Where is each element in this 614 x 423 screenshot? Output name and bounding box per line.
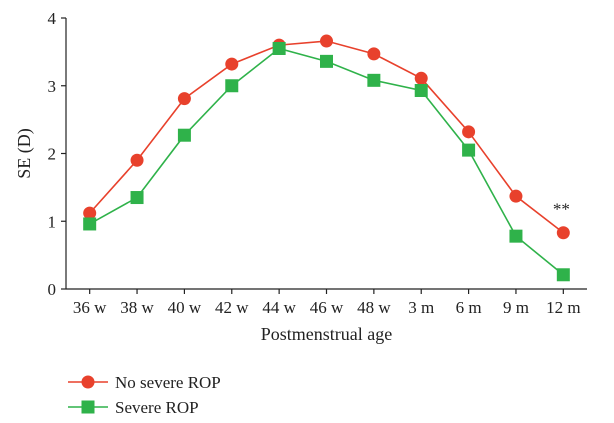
series-line [90, 48, 564, 274]
x-tick-label: 9 m [503, 298, 529, 317]
legend: No severe ROP Severe ROP [68, 373, 221, 417]
legend-label: No severe ROP [115, 373, 221, 392]
data-point [367, 74, 380, 87]
legend-item: No severe ROP [68, 373, 221, 392]
legend-marker [82, 401, 95, 414]
legend-label: Severe ROP [115, 398, 199, 417]
data-point [131, 191, 144, 204]
y-tick-label: 1 [48, 212, 57, 231]
x-tick-label: 46 w [310, 298, 344, 317]
significance-annotation: ** [553, 199, 570, 218]
data-point [131, 154, 144, 167]
series-1 [83, 42, 570, 281]
x-axis-label: Postmenstrual age [261, 324, 392, 344]
y-tick-label: 4 [48, 9, 57, 28]
data-point [415, 72, 428, 85]
annotations: ** [553, 199, 570, 218]
y-tick-label: 0 [48, 280, 57, 299]
data-point [509, 230, 522, 243]
legend-marker [82, 376, 95, 389]
x-tick-label: 42 w [215, 298, 249, 317]
x-tick-label: 3 m [408, 298, 434, 317]
data-point [415, 84, 428, 97]
x-tick-label: 12 m [546, 298, 580, 317]
data-point [178, 129, 191, 142]
y-tick-label: 2 [48, 145, 57, 164]
data-point [367, 47, 380, 60]
x-tick-label: 40 w [168, 298, 202, 317]
series-line [90, 41, 564, 233]
series-layer [83, 35, 570, 282]
data-point [557, 226, 570, 239]
data-point [557, 268, 570, 281]
data-point [273, 42, 286, 55]
data-point [509, 190, 522, 203]
data-point [225, 58, 238, 71]
data-point [320, 55, 333, 68]
data-point [225, 79, 238, 92]
x-tick-label: 36 w [73, 298, 107, 317]
x-tick-label: 44 w [262, 298, 296, 317]
data-point [83, 217, 96, 230]
data-point [320, 35, 333, 48]
x-tick-label: 6 m [456, 298, 482, 317]
x-tick-label: 48 w [357, 298, 391, 317]
data-point [462, 144, 475, 157]
y-axis-label: SE (D) [14, 128, 35, 179]
data-point [178, 92, 191, 105]
x-tick-label: 38 w [120, 298, 154, 317]
data-point [462, 125, 475, 138]
y-tick-label: 3 [48, 77, 57, 96]
legend-item: Severe ROP [68, 398, 199, 417]
